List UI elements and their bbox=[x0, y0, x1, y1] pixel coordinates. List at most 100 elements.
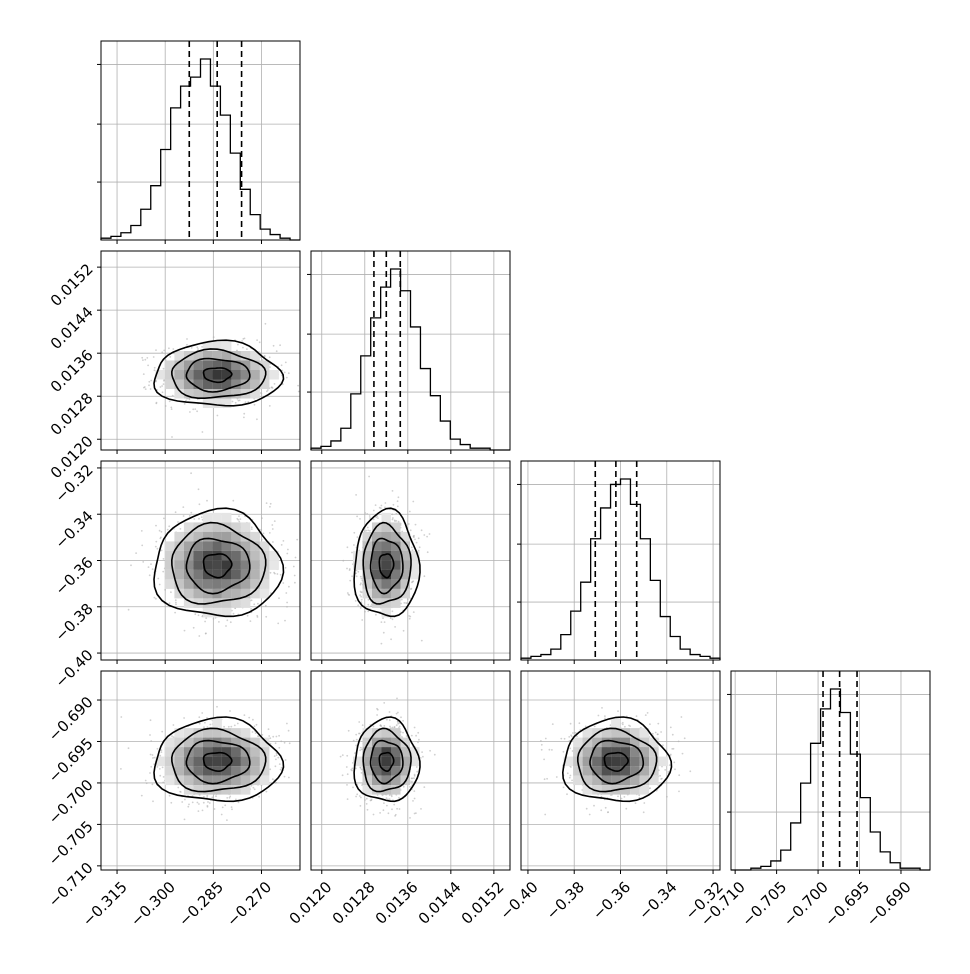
scatter-panel-2-0 bbox=[97, 461, 300, 664]
scatter-point bbox=[268, 735, 270, 737]
scatter-point bbox=[141, 357, 143, 359]
scatter-point bbox=[383, 725, 385, 727]
scatter-point bbox=[397, 723, 399, 725]
scatter-point bbox=[393, 504, 395, 506]
density-cell bbox=[231, 570, 241, 580]
scatter-point bbox=[281, 364, 283, 366]
scatter-point bbox=[150, 380, 152, 382]
scatter-point bbox=[279, 344, 281, 346]
density-cell bbox=[212, 541, 222, 551]
density-cell bbox=[241, 361, 251, 371]
scatter-point bbox=[161, 531, 163, 533]
scatter-point bbox=[386, 797, 388, 799]
density-cell bbox=[250, 579, 260, 589]
scatter-point bbox=[298, 391, 300, 393]
density-cell bbox=[203, 785, 213, 795]
scatter-point bbox=[413, 536, 415, 538]
scatter-point bbox=[194, 613, 196, 615]
scatter-point bbox=[256, 724, 258, 726]
scatter-point bbox=[396, 808, 398, 810]
scatter-point bbox=[285, 362, 287, 364]
scatter-point bbox=[424, 575, 426, 577]
scatter-point bbox=[355, 734, 357, 736]
scatter-point bbox=[277, 573, 279, 575]
scatter-point bbox=[383, 702, 385, 704]
scatter-point bbox=[416, 766, 418, 768]
density-cell bbox=[212, 747, 222, 757]
scatter-point bbox=[369, 530, 371, 532]
scatter-point bbox=[198, 810, 200, 812]
scatter-point bbox=[144, 359, 146, 361]
scatter-point bbox=[420, 808, 422, 810]
scatter-point bbox=[281, 544, 283, 546]
scatter-point bbox=[236, 518, 238, 520]
scatter-point bbox=[148, 384, 150, 386]
scatter-point bbox=[359, 594, 361, 596]
density-cell bbox=[212, 719, 222, 729]
density-cell bbox=[212, 551, 222, 561]
scatter-panel-2-1 bbox=[311, 461, 510, 664]
scatter-point bbox=[388, 812, 390, 814]
scatter-point bbox=[293, 566, 295, 568]
scatter-point bbox=[196, 410, 198, 412]
scatter-point bbox=[346, 755, 348, 757]
scatter-point bbox=[147, 365, 149, 367]
scatter-point bbox=[196, 346, 198, 348]
scatter-point bbox=[257, 603, 259, 605]
scatter-point bbox=[159, 538, 161, 540]
scatter-point bbox=[180, 528, 182, 530]
scatter-point bbox=[228, 726, 230, 728]
scatter-point bbox=[268, 728, 270, 730]
scatter-point bbox=[414, 775, 416, 777]
scatter-point bbox=[284, 776, 286, 778]
scatter-point bbox=[367, 610, 369, 612]
scatter-point bbox=[383, 809, 385, 811]
scatter-point bbox=[429, 750, 431, 752]
density-cell bbox=[231, 551, 241, 561]
scatter-point bbox=[269, 768, 271, 770]
scatter-point bbox=[251, 785, 253, 787]
scatter-point bbox=[168, 347, 170, 349]
scatter-point bbox=[284, 372, 286, 374]
scatter-point bbox=[224, 804, 226, 806]
scatter-point bbox=[413, 611, 415, 613]
scatter-point bbox=[187, 806, 189, 808]
scatter-point bbox=[201, 712, 203, 714]
density-cell bbox=[203, 738, 213, 748]
scatter-point bbox=[191, 347, 193, 349]
scatter-point bbox=[186, 338, 188, 340]
scatter-point bbox=[278, 597, 280, 599]
scatter-point bbox=[275, 742, 277, 744]
scatter-point bbox=[360, 805, 362, 807]
scatter-point bbox=[204, 722, 206, 724]
scatter-point bbox=[273, 572, 275, 574]
scatter-point bbox=[342, 774, 344, 776]
scatter-point bbox=[394, 626, 396, 628]
scatter-point bbox=[203, 802, 205, 804]
scatter-point bbox=[150, 719, 152, 721]
scatter-point bbox=[414, 798, 416, 800]
scatter-point bbox=[386, 719, 388, 721]
scatter-point bbox=[398, 496, 400, 498]
scatter-point bbox=[159, 755, 161, 757]
scatter-panel-3-0 bbox=[97, 671, 300, 874]
scatter-point bbox=[159, 530, 161, 532]
scatter-point bbox=[409, 511, 411, 513]
scatter-point bbox=[229, 710, 231, 712]
scatter-point bbox=[157, 748, 159, 750]
scatter-panel-3-2 bbox=[521, 671, 720, 874]
scatter-point bbox=[420, 757, 422, 759]
scatter-point bbox=[217, 415, 219, 417]
scatter-point bbox=[409, 817, 411, 819]
scatter-point bbox=[235, 799, 237, 801]
scatter-point bbox=[356, 793, 358, 795]
scatter-point bbox=[226, 819, 228, 821]
scatter-point bbox=[402, 720, 404, 722]
scatter-point bbox=[229, 796, 231, 798]
scatter-point bbox=[201, 516, 203, 518]
density-cell bbox=[165, 541, 175, 551]
scatter-point bbox=[146, 782, 148, 784]
scatter-point bbox=[218, 621, 220, 623]
scatter-point bbox=[150, 766, 152, 768]
